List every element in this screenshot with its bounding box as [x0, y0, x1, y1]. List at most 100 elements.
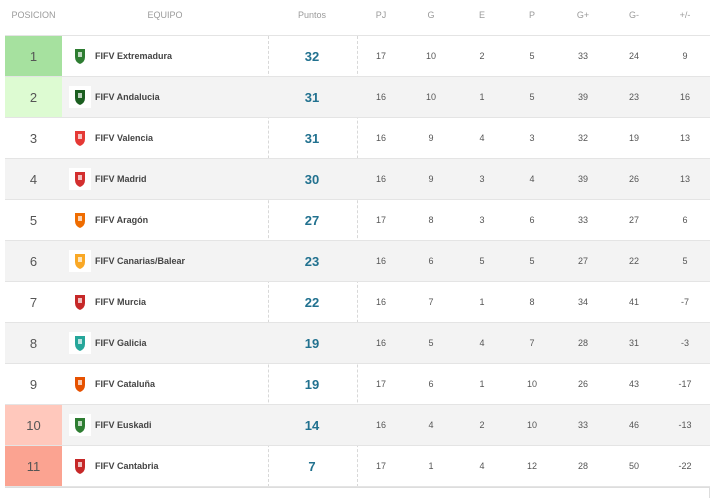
team-crest: [69, 455, 91, 477]
table-row: 4 FIFV Madrid 30 16 9 3 4 39 26 13: [5, 159, 710, 200]
stat-cell: 50: [628, 461, 639, 471]
stat-cell: 4: [479, 133, 485, 143]
team-name: FIFV Valencia: [95, 133, 154, 143]
team-crest: [69, 373, 91, 395]
stat-cell: 10: [526, 379, 537, 389]
team-crest: [69, 45, 91, 67]
table-row: 1 FIFV Extremadura 32 17 10 2 5 33 24 9: [5, 36, 710, 77]
stat-cell: 3: [529, 133, 535, 143]
team-crest: [69, 209, 91, 231]
points: 19: [304, 376, 320, 392]
stat-cell: 13: [679, 133, 690, 143]
position: 7: [29, 294, 38, 310]
stat-cell: -3: [680, 338, 689, 348]
stat-cell: 6: [682, 215, 688, 225]
table-row: 10 FIFV Euskadi 14 16 4 2 10 33 46 -13: [5, 405, 710, 446]
stat-cell: 1: [479, 92, 485, 102]
stat-cell: 17: [375, 215, 386, 225]
stat-cell: 24: [628, 51, 639, 61]
table-row: 3 FIFV Valencia 31 16 9 4 3 32 19 13: [5, 118, 710, 159]
position: 9: [29, 376, 38, 392]
stat-cell: 16: [375, 133, 386, 143]
stat-cell: 4: [479, 461, 485, 471]
stat-cell: 17: [375, 379, 386, 389]
points: 30: [304, 171, 320, 187]
team-name: FIFV Galicia: [95, 338, 147, 348]
position-highlight: [5, 36, 62, 76]
stat-cell: 8: [428, 215, 434, 225]
stat-cell: 7: [428, 297, 434, 307]
position: 3: [29, 130, 38, 146]
team-name: FIFV Cantabria: [95, 461, 159, 471]
points: 14: [304, 417, 320, 433]
stat-cell: 27: [628, 215, 639, 225]
team-name: FIFV Extremadura: [95, 51, 173, 61]
header-cell: P: [528, 10, 535, 20]
points: 27: [304, 212, 320, 228]
stat-cell: 13: [679, 174, 690, 184]
stat-cell: 5: [529, 92, 535, 102]
stat-cell: 19: [628, 133, 639, 143]
table-row: 8 FIFV Galicia 19 16 5 4 7 28 31 -3: [5, 323, 710, 364]
stat-cell: 17: [375, 461, 386, 471]
stat-cell: 17: [375, 51, 386, 61]
header-cell: +/-: [679, 10, 691, 20]
stat-cell: -13: [678, 420, 692, 430]
points: 32: [304, 48, 320, 64]
team-name: FIFV Aragón: [95, 215, 149, 225]
stat-cell: 5: [529, 256, 535, 266]
table-row: 9 FIFV Cataluña 19 17 6 1 10 26 43 -17: [5, 364, 710, 405]
stat-cell: 3: [479, 215, 485, 225]
points: 23: [304, 253, 320, 269]
header-cell: EQUIPO: [147, 10, 183, 20]
stat-cell: 5: [682, 256, 688, 266]
team-crest: [69, 127, 91, 149]
table-row: 2 FIFV Andalucia 31 16 10 1 5 39 23 16: [5, 77, 710, 118]
table-row: 5 FIFV Aragón 27 17 8 3 6 33 27 6: [5, 200, 710, 241]
stat-cell: 5: [529, 51, 535, 61]
stat-cell: -17: [678, 379, 692, 389]
stat-cell: 2: [479, 51, 485, 61]
team-crest: [69, 86, 91, 108]
team-name: FIFV Murcia: [95, 297, 147, 307]
position: 10: [26, 417, 41, 433]
stat-cell: 33: [577, 215, 588, 225]
stat-cell: 39: [577, 92, 588, 102]
stat-cell: -22: [678, 461, 692, 471]
header-cell: G-: [629, 10, 639, 20]
stat-cell: 16: [375, 297, 386, 307]
stat-cell: 46: [628, 420, 639, 430]
header-cell: PJ: [375, 10, 387, 20]
stat-cell: 33: [577, 420, 588, 430]
team-name: FIFV Cataluña: [95, 379, 156, 389]
team-crest: [69, 291, 91, 313]
stat-cell: 16: [375, 420, 386, 430]
stat-cell: 1: [479, 297, 485, 307]
stat-cell: 4: [529, 174, 535, 184]
stat-cell: 16: [375, 256, 386, 266]
header-cell: G+: [576, 10, 590, 20]
team-crest: [69, 250, 91, 272]
stat-cell: 4: [428, 420, 434, 430]
stat-cell: 9: [428, 174, 434, 184]
stat-cell: 6: [428, 256, 434, 266]
points: 22: [304, 294, 320, 310]
stat-cell: 6: [529, 215, 535, 225]
stat-cell: 7: [529, 338, 535, 348]
stat-cell: 3: [479, 174, 485, 184]
stat-cell: -7: [680, 297, 689, 307]
stat-cell: 9: [682, 51, 688, 61]
points: 31: [304, 89, 320, 105]
stat-cell: 12: [526, 461, 537, 471]
position: 1: [29, 48, 38, 64]
team-name: FIFV Madrid: [95, 174, 147, 184]
header-cell: Puntos: [297, 10, 327, 20]
stat-cell: 5: [479, 256, 485, 266]
team-crest: [69, 332, 91, 354]
stat-cell: 1: [428, 461, 434, 471]
team-crest: [69, 168, 91, 190]
position: 8: [29, 335, 38, 351]
stat-cell: 16: [679, 92, 690, 102]
header-row: POSICION EQUIPO Puntos PJ G E P G+ G- +/-: [5, 0, 710, 36]
